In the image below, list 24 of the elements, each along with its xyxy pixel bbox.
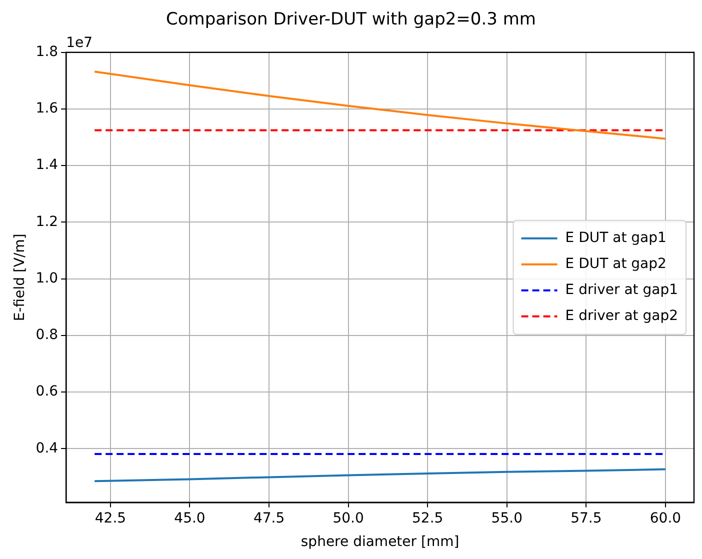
y-axis-title: E-field [V/m] bbox=[12, 234, 28, 322]
x-tick-label: 45.0 bbox=[174, 510, 206, 526]
y-tick-label: 0.6 bbox=[36, 384, 58, 400]
y-tick-label: 1.2 bbox=[36, 214, 58, 230]
legend-label: E driver at gap2 bbox=[565, 308, 678, 324]
x-tick-label: 52.5 bbox=[412, 510, 444, 526]
y-tick-label: 1.6 bbox=[36, 100, 58, 117]
x-tick-label: 47.5 bbox=[253, 510, 285, 526]
legend-label: E DUT at gap1 bbox=[565, 230, 666, 246]
x-axis-title: sphere diameter [mm] bbox=[300, 534, 460, 550]
x-tick-label: 42.5 bbox=[94, 510, 126, 526]
y-tick-label: 1.0 bbox=[36, 270, 58, 286]
legend-label: E DUT at gap2 bbox=[565, 256, 666, 272]
text: 1e7 bbox=[66, 35, 92, 52]
y-tick-label: 1.4 bbox=[36, 157, 58, 174]
x-tick-label: 57.5 bbox=[570, 510, 602, 526]
legend-label: E driver at gap1 bbox=[565, 282, 678, 298]
x-tick-label: 60.0 bbox=[650, 510, 682, 526]
x-tick-label: 55.0 bbox=[491, 510, 522, 526]
y-tick-label: 1.8 bbox=[36, 44, 58, 60]
y-tick-label: 0.4 bbox=[36, 440, 58, 456]
y-tick-label: 0.8 bbox=[36, 327, 58, 344]
x-tick-label: 50.0 bbox=[332, 510, 364, 526]
chart-title: Comparison Driver-DUT with gap2=0.3 mm bbox=[166, 10, 536, 30]
